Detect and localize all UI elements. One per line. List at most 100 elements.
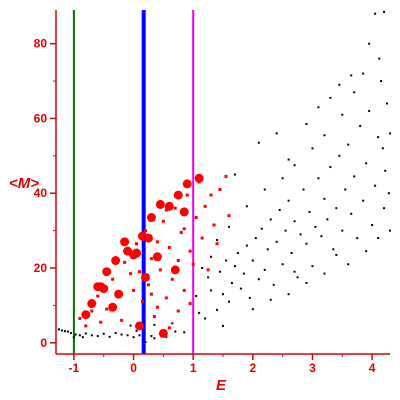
data-point: [365, 162, 368, 165]
data-points: [57, 10, 391, 344]
data-point: [206, 268, 210, 272]
data-point: [150, 335, 153, 338]
data-point: [308, 210, 311, 213]
data-point: [203, 204, 207, 208]
data-point-large: [132, 248, 142, 258]
data-point: [389, 229, 391, 232]
data-point: [201, 267, 204, 269]
data-point: [188, 302, 192, 306]
data-point: [281, 177, 284, 180]
data-point: [356, 237, 359, 240]
data-point: [311, 147, 314, 150]
data-point: [233, 265, 236, 268]
data-point: [293, 220, 296, 223]
data-point: [138, 334, 141, 337]
data-point: [254, 237, 257, 240]
data-point: [239, 287, 242, 290]
data-point: [368, 42, 371, 45]
data-point-large: [152, 252, 162, 262]
data-point: [66, 330, 69, 333]
data-point: [135, 329, 138, 332]
data-point: [78, 334, 81, 337]
data-point: [126, 334, 129, 337]
data-point-large: [114, 289, 124, 299]
data-point: [179, 230, 183, 234]
data-point: [153, 323, 156, 326]
data-point: [78, 316, 82, 320]
data-point: [251, 308, 254, 311]
data-point-large: [179, 207, 189, 217]
data-point: [320, 235, 323, 238]
data-point: [305, 242, 308, 245]
data-point: [374, 184, 377, 187]
data-point: [102, 332, 105, 335]
data-point: [204, 317, 207, 320]
data-point-large: [81, 310, 91, 320]
data-point: [99, 320, 103, 324]
data-point-large: [173, 190, 183, 200]
data-point-large: [102, 267, 112, 277]
data-point: [158, 268, 162, 272]
data-point: [105, 307, 109, 311]
data-point: [84, 332, 87, 335]
data-point: [305, 281, 308, 284]
y-tick-label: 40: [34, 186, 48, 200]
data-point: [371, 224, 374, 226]
data-point: [195, 295, 198, 298]
data-point: [326, 218, 329, 221]
data-point: [143, 229, 147, 233]
data-point: [245, 205, 248, 208]
data-point: [216, 238, 219, 241]
data-point: [173, 206, 177, 210]
data-point: [350, 74, 353, 77]
data-point: [152, 315, 156, 319]
data-point: [222, 324, 224, 327]
data-point: [275, 240, 278, 243]
x-tick-label: 4: [369, 361, 376, 375]
data-point: [378, 57, 381, 60]
data-point: [182, 227, 186, 231]
data-point: [338, 154, 341, 157]
data-point: [374, 12, 377, 15]
data-point: [191, 262, 195, 266]
data-point-large: [135, 321, 144, 331]
y-tick-label: 0: [40, 336, 47, 350]
data-point: [332, 248, 335, 251]
data-point: [224, 259, 227, 262]
data-point: [242, 272, 245, 275]
data-point: [123, 260, 127, 264]
data-point: [269, 298, 272, 301]
data-point: [290, 252, 293, 255]
data-point: [198, 311, 201, 314]
data-point: [278, 209, 281, 212]
data-point: [63, 330, 66, 333]
data-point: [72, 336, 75, 339]
data-point: [227, 214, 231, 218]
data-point: [281, 263, 284, 266]
data-point: [296, 276, 299, 279]
data-point: [224, 174, 228, 178]
data-point-large: [146, 213, 156, 223]
data-point: [96, 335, 99, 338]
data-point: [215, 242, 219, 246]
data-point: [329, 96, 332, 99]
data-point: [353, 175, 356, 178]
data-point-large: [155, 199, 165, 209]
data-point-large: [120, 237, 130, 247]
data-point: [129, 324, 132, 327]
data-point: [111, 277, 115, 281]
x-tick-label: 3: [309, 361, 316, 375]
data-point: [302, 188, 305, 191]
data-point: [183, 331, 186, 334]
data-point: [132, 288, 136, 292]
data-point: [138, 270, 141, 274]
data-point: [60, 329, 63, 332]
data-point: [383, 10, 386, 13]
data-point: [362, 199, 365, 202]
data-point: [132, 336, 135, 339]
data-point: [170, 277, 174, 281]
data-point: [311, 265, 314, 268]
data-point: [176, 309, 180, 313]
x-axis-label: E: [216, 377, 227, 394]
